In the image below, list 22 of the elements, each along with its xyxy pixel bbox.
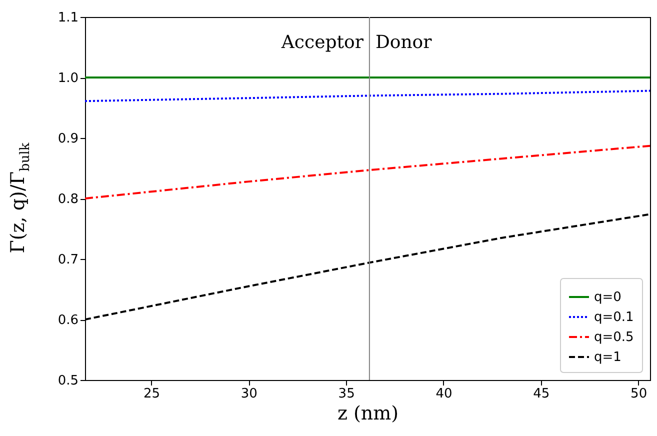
x-tick-label: 35 [338, 386, 355, 402]
legend-label: q=0.5 [594, 330, 634, 345]
annotation: Acceptor [280, 32, 364, 53]
x-tick-label: 50 [630, 386, 648, 402]
line-series [85, 144, 650, 200]
legend-label: q=1 [594, 350, 622, 365]
x-tick-label: 45 [533, 386, 550, 402]
x-tick-label: 30 [240, 386, 258, 402]
y-tick-label: 0.9 [58, 132, 78, 146]
x-tick-label: 40 [436, 386, 452, 402]
y-tick-label: 1.0 [58, 71, 78, 86]
y-tick-label: 0.6 [58, 313, 78, 328]
y-tick-label: 1.1 [58, 10, 78, 26]
y-tick-label: 0.7 [58, 252, 78, 268]
x-axis-title: z (nm) [337, 402, 399, 424]
line-series [85, 90, 650, 102]
y-tick-label: 0.8 [58, 192, 78, 207]
y-tick-label: 0.5 [58, 374, 78, 388]
annotation: Donor [375, 32, 432, 53]
x-tick-label: 25 [143, 386, 160, 402]
legend-label: q=0.1 [594, 310, 634, 325]
legend-label: q=0 [594, 290, 622, 305]
